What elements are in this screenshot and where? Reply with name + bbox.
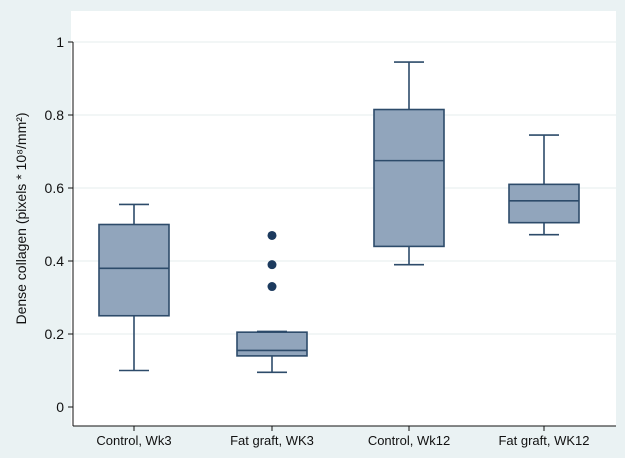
box-group — [508, 134, 580, 236]
y-tick-label: 0.8 — [45, 107, 65, 123]
axes — [72, 42, 616, 427]
box-iqr — [98, 223, 170, 317]
box-group — [98, 203, 170, 372]
outlier-point — [267, 282, 277, 292]
box-iqr — [508, 183, 580, 224]
boxes — [98, 61, 580, 374]
x-tick-label: Fat graft, WK12 — [498, 433, 589, 448]
y-tick-label: 0.2 — [45, 326, 65, 342]
outlier-point — [267, 260, 277, 270]
y-tick-label: 0 — [56, 399, 64, 415]
box-iqr — [236, 331, 308, 357]
x-axis-category-labels: Control, Wk3 Fat graft, WK3 Control, Wk12 F… — [96, 426, 590, 448]
y-tick-label: 0.4 — [45, 253, 65, 269]
outlier-point — [267, 230, 277, 240]
box-group — [236, 230, 308, 374]
x-tick-label: Control, Wk12 — [368, 433, 450, 448]
box-group — [373, 61, 445, 266]
box-iqr — [373, 108, 445, 248]
y-axis-label: Dense collagen (pixels * 10⁸/mm²) — [13, 112, 29, 324]
y-axis-ticks: 0 0.2 0.4 0.6 0.8 1 — [45, 34, 73, 415]
y-tick-label: 0.6 — [45, 180, 65, 196]
x-tick-label: Fat graft, WK3 — [230, 433, 314, 448]
y-tick-label: 1 — [56, 34, 64, 50]
x-tick-label: Control, Wk3 — [96, 433, 171, 448]
